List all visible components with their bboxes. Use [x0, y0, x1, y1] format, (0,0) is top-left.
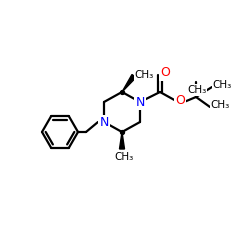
Text: N: N — [99, 116, 109, 128]
Text: CH₃: CH₃ — [210, 100, 230, 110]
Text: CH₃: CH₃ — [134, 70, 154, 80]
Text: O: O — [160, 66, 170, 80]
Text: N: N — [135, 96, 145, 108]
Text: CH₃: CH₃ — [188, 85, 206, 95]
Polygon shape — [122, 74, 136, 92]
Text: CH₃: CH₃ — [212, 80, 232, 90]
Text: CH₃: CH₃ — [114, 152, 134, 162]
Polygon shape — [120, 132, 124, 149]
Text: O: O — [175, 94, 185, 106]
